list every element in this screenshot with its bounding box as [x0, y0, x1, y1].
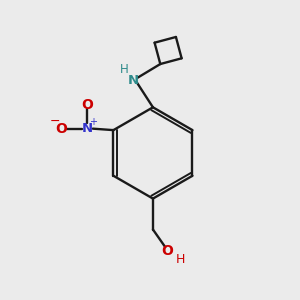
Text: N: N: [81, 122, 92, 135]
Text: O: O: [81, 98, 93, 112]
Text: H: H: [175, 253, 185, 266]
Text: N: N: [128, 74, 140, 87]
Text: −: −: [49, 115, 60, 128]
Text: O: O: [55, 122, 67, 136]
Text: O: O: [162, 244, 174, 258]
Text: H: H: [120, 62, 128, 76]
Text: +: +: [89, 117, 98, 127]
